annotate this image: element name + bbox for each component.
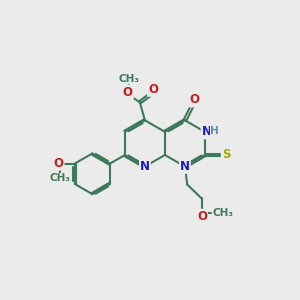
Text: CH₃: CH₃ (50, 173, 71, 183)
Text: N: N (202, 125, 212, 138)
Text: CH₃: CH₃ (212, 208, 233, 218)
Text: O: O (197, 210, 207, 223)
Text: N: N (180, 160, 190, 173)
Text: H: H (211, 126, 219, 136)
Text: N: N (140, 160, 150, 173)
Text: O: O (189, 94, 199, 106)
Text: O: O (148, 83, 158, 96)
Text: O: O (123, 85, 133, 99)
Text: S: S (222, 148, 230, 161)
Text: O: O (53, 157, 64, 170)
Text: CH₃: CH₃ (118, 74, 139, 84)
